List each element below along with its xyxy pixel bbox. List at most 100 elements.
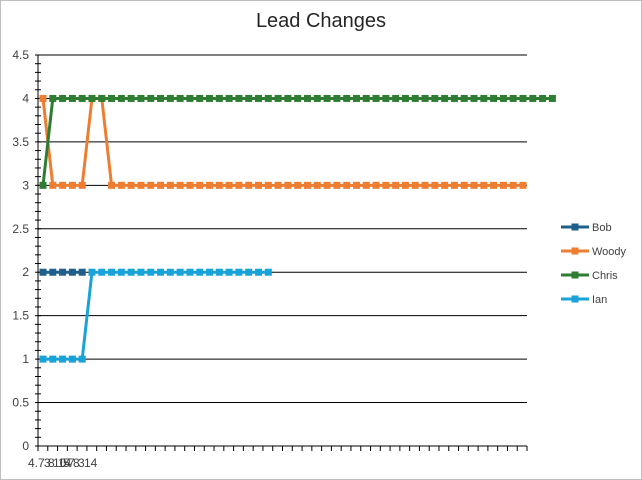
data-point-chris — [352, 94, 360, 102]
data-point-chris — [49, 94, 57, 102]
y-tick-label: 4 — [22, 91, 29, 105]
data-point-woody — [166, 181, 174, 189]
data-point-ian — [196, 268, 204, 276]
data-point-woody — [499, 181, 507, 189]
data-point-chris — [137, 94, 145, 102]
data-point-woody — [176, 181, 184, 189]
data-point-woody — [460, 181, 468, 189]
data-point-chris — [529, 94, 537, 102]
y-tick-label: 3.5 — [12, 135, 29, 149]
data-point-woody — [78, 181, 86, 189]
data-point-chris — [225, 94, 233, 102]
data-point-woody — [333, 181, 341, 189]
data-point-woody — [137, 181, 145, 189]
data-point-woody — [225, 181, 233, 189]
data-point-chris — [470, 94, 478, 102]
legend-label: Woody — [592, 246, 627, 258]
data-point-chris — [313, 94, 321, 102]
data-point-chris — [147, 94, 155, 102]
x-tick-label: 4.7 — [28, 456, 45, 470]
data-point-chris — [59, 94, 67, 102]
data-point-chris — [245, 94, 253, 102]
data-point-woody — [313, 181, 321, 189]
x-tick-label: 7 — [68, 456, 75, 470]
data-point-ian — [215, 268, 223, 276]
data-point-chris — [235, 94, 243, 102]
data-point-woody — [68, 181, 76, 189]
data-point-chris — [196, 94, 204, 102]
data-point-ian — [117, 268, 125, 276]
x-tick-label: 10 — [53, 456, 67, 470]
data-point-chris — [215, 94, 223, 102]
data-point-woody — [117, 181, 125, 189]
data-point-chris — [294, 94, 302, 102]
data-point-chris — [392, 94, 400, 102]
data-point-chris — [499, 94, 507, 102]
data-point-woody — [39, 94, 47, 102]
data-point-woody — [392, 181, 400, 189]
legend-swatch-marker — [571, 247, 579, 255]
data-point-woody — [323, 181, 331, 189]
data-point-bob — [59, 268, 67, 276]
data-point-woody — [480, 181, 488, 189]
data-point-ian — [264, 268, 272, 276]
data-point-chris — [186, 94, 194, 102]
x-tick-label: 3 — [44, 456, 51, 470]
legend-label: Bob — [592, 222, 612, 234]
data-point-woody — [157, 181, 165, 189]
data-point-woody — [147, 181, 155, 189]
data-point-chris — [78, 94, 86, 102]
data-point-chris — [88, 94, 96, 102]
data-point-woody — [411, 181, 419, 189]
data-point-ian — [157, 268, 165, 276]
data-point-chris — [333, 94, 341, 102]
data-point-chris — [362, 94, 370, 102]
x-tick-label: 14 — [58, 456, 72, 470]
data-point-ian — [98, 268, 106, 276]
data-point-chris — [382, 94, 390, 102]
y-tick-label: 0.5 — [12, 396, 29, 410]
x-tick-label: 5 — [63, 456, 70, 470]
legend-swatch-marker — [571, 223, 579, 231]
x-tick-label: 8 — [73, 456, 80, 470]
x-tick-label: 8 — [48, 456, 55, 470]
data-point-woody — [206, 181, 214, 189]
data-point-woody — [490, 181, 498, 189]
data-point-chris — [450, 94, 458, 102]
data-point-ian — [235, 268, 243, 276]
data-point-woody — [235, 181, 243, 189]
data-point-chris — [206, 94, 214, 102]
data-point-chris — [548, 94, 556, 102]
y-tick-label: 2 — [22, 265, 29, 279]
series-group — [39, 94, 556, 363]
data-point-bob — [68, 268, 76, 276]
data-point-chris — [509, 94, 517, 102]
data-point-chris — [519, 94, 527, 102]
data-point-ian — [225, 268, 233, 276]
data-point-chris — [401, 94, 409, 102]
x-tick-label: 14 — [84, 456, 98, 470]
data-point-woody — [294, 181, 302, 189]
data-point-woody — [59, 181, 67, 189]
data-point-ian — [206, 268, 214, 276]
data-point-chris — [480, 94, 488, 102]
data-point-woody — [303, 181, 311, 189]
data-point-chris — [68, 94, 76, 102]
data-point-woody — [401, 181, 409, 189]
data-point-chris — [431, 94, 439, 102]
legend: Bob Woody Chris Ian — [561, 222, 627, 306]
data-point-chris — [441, 94, 449, 102]
legend-swatch-marker — [571, 295, 579, 303]
y-tick-label: 2.5 — [12, 222, 29, 236]
data-point-ian — [255, 268, 263, 276]
data-point-bob — [39, 268, 47, 276]
data-point-woody — [372, 181, 380, 189]
data-point-chris — [176, 94, 184, 102]
data-point-woody — [49, 181, 57, 189]
data-point-chris — [411, 94, 419, 102]
data-point-woody — [343, 181, 351, 189]
data-point-ian — [245, 268, 253, 276]
data-point-woody — [519, 181, 527, 189]
legend-label: Chris — [592, 270, 618, 282]
